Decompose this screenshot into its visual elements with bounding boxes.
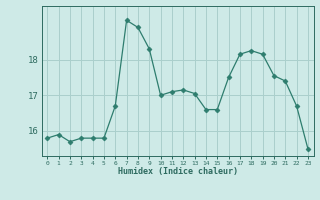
X-axis label: Humidex (Indice chaleur): Humidex (Indice chaleur)	[118, 167, 237, 176]
